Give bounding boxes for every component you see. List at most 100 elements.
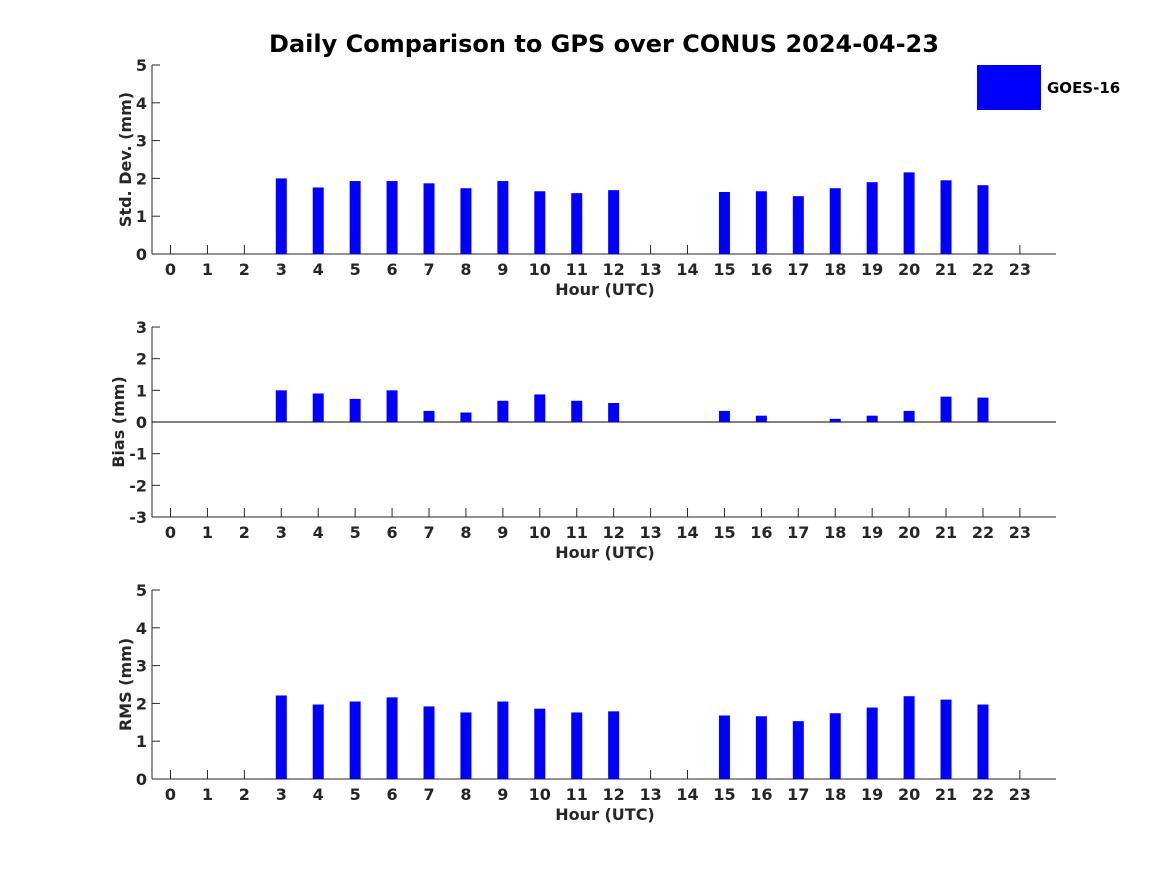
x-tick-label: 2 [239,785,250,804]
bar-hour-9 [497,701,509,779]
x-tick-label: 5 [350,260,361,279]
x-tick-label: 16 [750,523,772,542]
bar-hour-21 [940,396,952,422]
x-tick-label: 13 [639,523,661,542]
bar-hour-3 [275,390,287,422]
y-axis-label: Bias (mm) [109,376,128,468]
bar-hour-19 [866,415,878,422]
bar-hour-5 [349,181,361,254]
chart-title: Daily Comparison to GPS over CONUS 2024-… [269,30,939,58]
bar-hour-7 [423,706,435,779]
bar-hour-6 [386,390,398,422]
x-tick-label: 9 [497,260,508,279]
bar-hour-12 [608,190,620,254]
bar-hour-4 [312,704,324,779]
bar-hour-16 [755,716,767,779]
y-tick-label: 5 [136,56,147,75]
x-tick-label: 10 [529,785,551,804]
x-tick-label: 6 [387,785,398,804]
x-tick-label: 0 [165,523,176,542]
x-tick-label: 8 [460,523,471,542]
x-tick-label: 12 [603,523,625,542]
x-tick-label: 3 [276,523,287,542]
bar-hour-8 [460,188,472,254]
bar-hour-4 [312,393,324,422]
legend-swatch [977,65,1041,110]
x-tick-label: 23 [1009,260,1031,279]
x-tick-label: 11 [566,260,588,279]
bar-hour-4 [312,187,324,254]
bar-hour-17 [792,721,804,779]
x-tick-label: 9 [497,785,508,804]
bar-hour-22 [977,185,989,254]
bar-hour-15 [718,192,730,254]
x-tick-label: 1 [202,260,213,279]
bar-hour-3 [275,695,287,779]
bar-hour-8 [460,712,472,779]
bar-hour-7 [423,410,435,422]
x-tick-label: 18 [824,260,846,279]
bar-hour-20 [903,172,915,254]
x-tick-label: 12 [603,260,625,279]
x-tick-label: 5 [350,785,361,804]
bar-hour-10 [534,191,546,254]
bar-hour-15 [718,410,730,422]
x-tick-label: 16 [750,260,772,279]
bar-hour-11 [571,400,583,422]
x-tick-label: 3 [276,785,287,804]
y-tick-label: 5 [136,581,147,600]
y-tick-label: 1 [136,207,147,226]
x-tick-label: 0 [165,785,176,804]
bar-hour-7 [423,183,435,254]
x-tick-label: 20 [898,523,920,542]
bar-hour-5 [349,398,361,422]
x-tick-label: 22 [972,523,994,542]
bar-hour-17 [792,196,804,254]
x-tick-label: 13 [639,260,661,279]
bar-hour-11 [571,193,583,254]
y-tick-label: 2 [136,350,147,369]
bar-hour-15 [718,715,730,779]
x-tick-label: 11 [566,785,588,804]
bar-hour-9 [497,181,509,254]
bar-hour-6 [386,697,398,779]
bar-hour-18 [829,713,841,779]
x-tick-label: 20 [898,260,920,279]
bar-hour-10 [534,708,546,779]
y-tick-label: 1 [136,381,147,400]
x-tick-label: 18 [824,785,846,804]
y-tick-label: 3 [136,132,147,151]
legend: GOES-16 [977,65,1120,110]
y-tick-label: 3 [136,657,147,676]
x-tick-label: 23 [1009,785,1031,804]
x-tick-label: 22 [972,785,994,804]
bar-hour-22 [977,704,989,779]
x-tick-label: 4 [313,785,324,804]
y-tick-label: -2 [129,476,147,495]
y-axis-label: Std. Dev. (mm) [116,92,135,227]
y-tick-label: 0 [136,770,147,789]
x-tick-label: 15 [713,523,735,542]
y-tick-label: -3 [129,508,147,527]
x-axis-label: Hour (UTC) [555,805,655,824]
x-tick-label: 6 [387,260,398,279]
x-tick-label: 22 [972,260,994,279]
bar-hour-21 [940,180,952,254]
x-tick-label: 10 [529,523,551,542]
x-axis-label: Hour (UTC) [555,280,655,299]
x-tick-label: 7 [423,523,434,542]
y-axis-label: RMS (mm) [116,638,135,731]
x-tick-label: 17 [787,523,809,542]
bar-hour-8 [460,412,472,422]
bar-hour-20 [903,410,915,422]
y-tick-label: 4 [136,619,147,638]
bar-hour-9 [497,400,509,422]
bar-hour-12 [608,711,620,779]
x-tick-label: 4 [313,523,324,542]
x-tick-label: 17 [787,785,809,804]
x-tick-label: 14 [676,523,698,542]
